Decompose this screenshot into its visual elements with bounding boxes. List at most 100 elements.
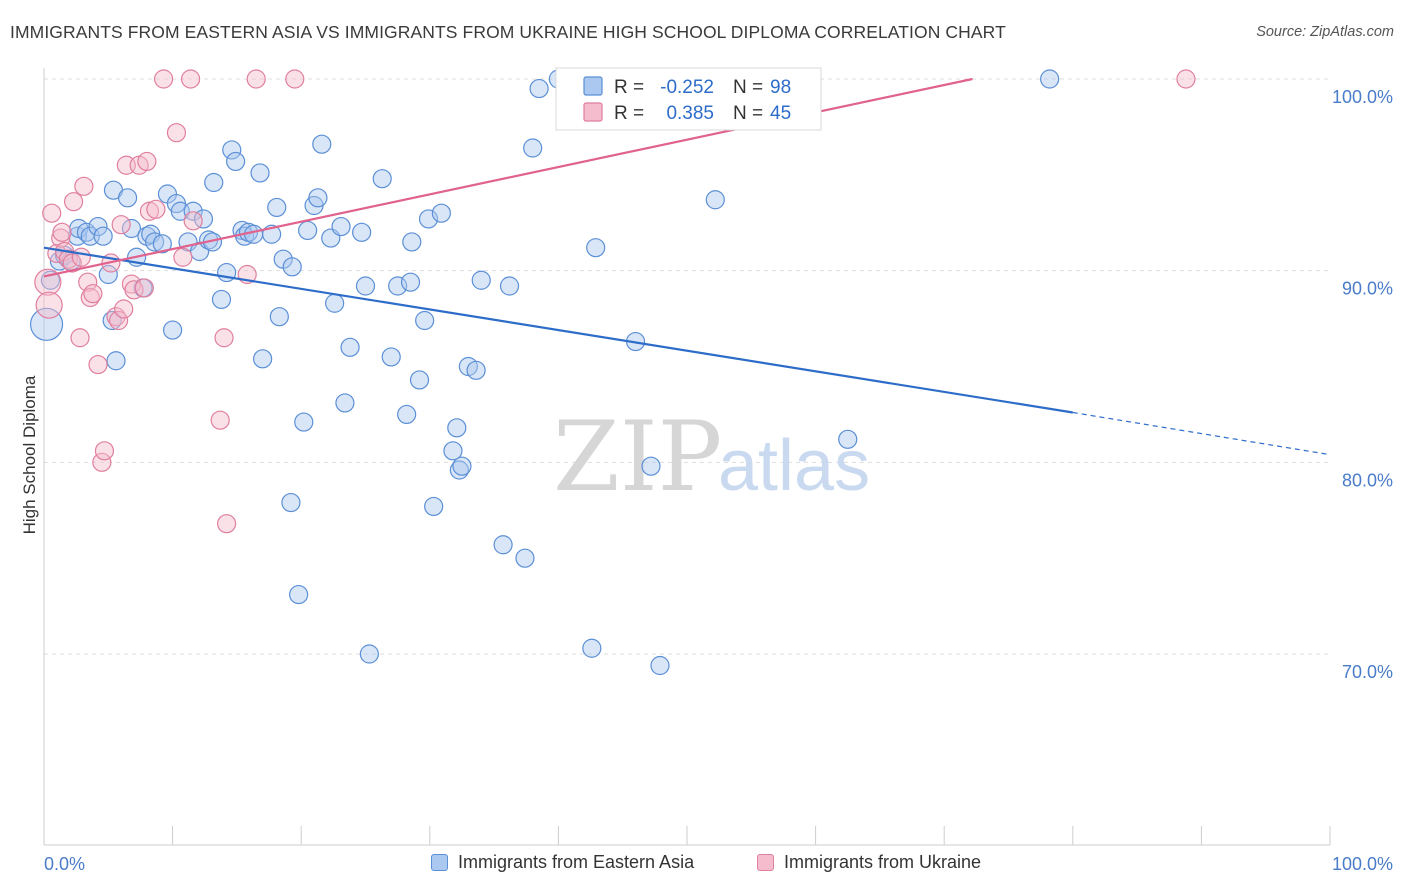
point-ukraine — [74, 176, 94, 196]
trend-line-ukraine — [43, 77, 973, 278]
point-eastern-asia — [250, 163, 270, 183]
legend-swatch — [583, 102, 603, 122]
legend-item-eastern-asia[interactable]: Immigrants from Eastern Asia — [431, 852, 694, 873]
point-eastern-asia — [415, 310, 435, 331]
point-eastern-asia — [431, 203, 451, 223]
point-ukraine — [214, 328, 234, 348]
point-eastern-asia — [335, 393, 355, 413]
y-tick-label: 90.0% — [1342, 279, 1393, 299]
point-eastern-asia — [226, 151, 246, 172]
y-tick-label: 100.0% — [1332, 87, 1393, 107]
point-ukraine — [285, 69, 305, 89]
point-ukraine — [146, 199, 166, 219]
point-ukraine — [35, 291, 63, 319]
series-eastern-asia-points — [29, 69, 1060, 676]
point-eastern-asia — [298, 220, 318, 241]
y-tick-label: 80.0% — [1342, 470, 1393, 490]
source-label: Source: ZipAtlas.com — [1256, 24, 1394, 40]
y-axis-label: High School Diploma — [20, 375, 39, 534]
point-ukraine — [92, 452, 112, 472]
series-ukraine-points — [34, 69, 1196, 534]
point-eastern-asia — [355, 276, 376, 296]
point-eastern-asia — [352, 222, 372, 242]
point-ukraine — [83, 284, 103, 304]
x-tick-label: 100.0% — [1332, 854, 1393, 874]
legend-label-eastern-asia: Immigrants from Eastern Asia — [458, 852, 695, 872]
legend-n-label: N = — [733, 77, 763, 98]
point-eastern-asia — [397, 404, 417, 425]
chart-title: IMMIGRANTS FROM EASTERN ASIA VS IMMIGRAN… — [10, 22, 1006, 42]
point-eastern-asia — [152, 234, 172, 254]
point-eastern-asia — [705, 190, 725, 210]
legend-n-label: N = — [733, 103, 763, 124]
watermark-zip: ZIP — [553, 401, 722, 513]
point-ukraine — [108, 310, 129, 331]
legend-swatch-blue — [431, 854, 448, 871]
point-ukraine — [173, 247, 193, 267]
point-eastern-asia — [267, 197, 287, 218]
point-eastern-asia — [282, 257, 302, 277]
point-eastern-asia — [308, 188, 328, 208]
point-eastern-asia — [106, 351, 126, 371]
point-eastern-asia — [466, 360, 486, 380]
point-ukraine — [70, 328, 90, 348]
point-eastern-asia — [281, 492, 301, 513]
point-eastern-asia — [163, 320, 183, 340]
point-eastern-asia — [253, 349, 273, 369]
point-eastern-asia — [447, 418, 467, 438]
point-ukraine — [153, 69, 174, 89]
legend-r-value: 0.385 — [666, 103, 714, 124]
trend-line-eastern-asia-extension — [1072, 411, 1331, 456]
point-ukraine — [181, 69, 201, 89]
legend-r-label: R = — [614, 103, 644, 124]
point-eastern-asia — [409, 370, 430, 390]
point-eastern-asia — [1040, 69, 1060, 89]
axes — [43, 68, 1331, 846]
point-eastern-asia — [294, 412, 314, 432]
point-eastern-asia — [381, 347, 401, 367]
point-eastern-asia — [144, 232, 165, 252]
point-eastern-asia — [269, 307, 289, 327]
point-ukraine — [42, 203, 62, 223]
point-eastern-asia — [650, 655, 670, 676]
legend-n-value: 98 — [770, 77, 791, 98]
point-eastern-asia — [471, 270, 491, 290]
point-eastern-asia — [838, 429, 858, 449]
point-eastern-asia — [523, 138, 543, 158]
point-eastern-asia — [529, 78, 549, 99]
point-eastern-asia — [493, 535, 513, 555]
legend-n-value: 45 — [770, 103, 791, 124]
point-eastern-asia — [641, 456, 661, 476]
point-ukraine — [52, 222, 72, 242]
legend-label-ukraine: Immigrants from Ukraine — [784, 852, 982, 872]
point-eastern-asia — [289, 584, 309, 605]
correlation-legend: R = -0.252 N = 98 R = 0.385 N = 45 — [555, 67, 822, 131]
point-eastern-asia — [98, 264, 118, 285]
watermark-atlas: atlas — [718, 426, 870, 506]
point-eastern-asia — [388, 276, 408, 296]
point-ukraine — [183, 211, 203, 231]
legend-swatch — [583, 76, 603, 96]
point-ukraine — [63, 192, 84, 212]
point-eastern-asia — [499, 276, 520, 296]
tick-labels: 70.0% 80.0% 90.0% 100.0% 0.0% 100.0% High Scho… — [20, 87, 1393, 874]
point-ukraine — [114, 299, 134, 319]
point-eastern-asia — [359, 644, 379, 664]
legend-swatch-pink — [757, 854, 774, 871]
legend-r-value: -0.252 — [660, 77, 714, 98]
point-eastern-asia — [121, 218, 142, 239]
point-ukraine — [217, 514, 237, 534]
legend-item-ukraine[interactable]: Immigrants from Ukraine — [757, 852, 981, 873]
point-eastern-asia — [515, 548, 535, 568]
point-ukraine — [111, 215, 131, 235]
point-ukraine — [137, 151, 157, 172]
point-eastern-asia — [325, 293, 345, 313]
trend-lines — [43, 77, 1331, 456]
point-eastern-asia — [211, 289, 232, 310]
point-eastern-asia — [424, 496, 444, 517]
point-ukraine — [134, 278, 154, 298]
bottom-legend: Immigrants from Eastern Asia Immigrants … — [0, 852, 1406, 878]
point-ukraine — [94, 441, 115, 461]
